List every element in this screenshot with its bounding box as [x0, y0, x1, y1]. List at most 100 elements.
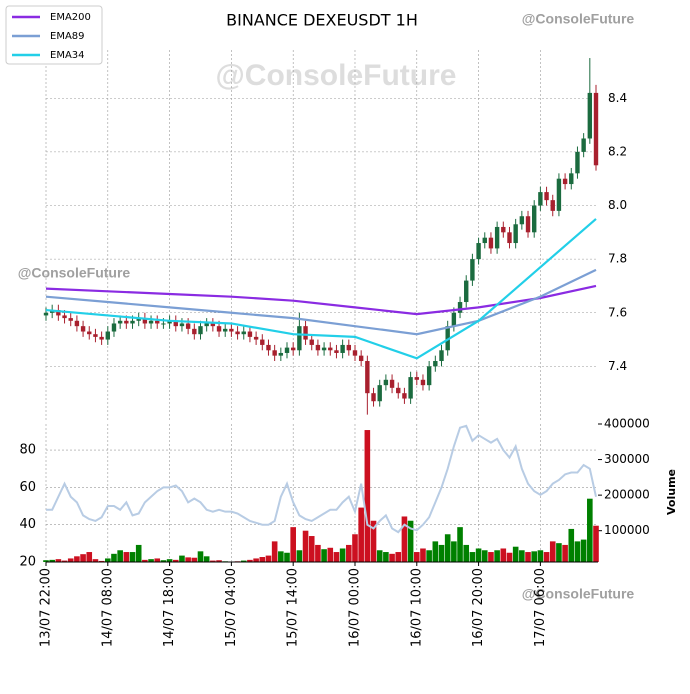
volume-bar: [426, 550, 432, 562]
candle-body: [347, 345, 351, 350]
candle-body: [544, 192, 548, 200]
y-tick-label: 7.6: [608, 305, 627, 319]
candle-body: [310, 340, 314, 345]
volume-bar: [525, 552, 531, 562]
watermark: @ConsoleFuture: [18, 265, 131, 281]
volume-bar: [259, 557, 265, 562]
candle-body: [551, 200, 555, 211]
candle-body: [248, 332, 252, 337]
candle-body: [81, 326, 85, 331]
candle-body: [260, 340, 264, 345]
volume-bar: [358, 508, 364, 562]
candle-body: [87, 332, 91, 335]
candle-body: [303, 326, 307, 339]
candle-body: [495, 227, 499, 248]
candle-body: [242, 332, 246, 335]
candle-body: [272, 350, 276, 355]
candle-body: [161, 323, 165, 324]
candle-body: [557, 179, 561, 211]
candle-body: [575, 152, 579, 173]
legend-label: EMA89: [50, 31, 85, 42]
volume-bar: [86, 552, 92, 562]
candle-body: [421, 380, 425, 385]
volume-bar: [575, 541, 581, 562]
volume-bar: [513, 547, 519, 562]
candle-body: [415, 377, 419, 380]
candle-body: [427, 366, 431, 385]
candle-body: [285, 348, 289, 353]
volume-bar: [501, 548, 507, 562]
y-tick-label: 7.8: [608, 252, 627, 266]
y-tick-label: 8.2: [608, 144, 627, 158]
candle-body: [192, 329, 196, 334]
candle-body: [291, 348, 295, 351]
volume-bar: [457, 527, 463, 562]
candle-body: [266, 345, 270, 350]
volume-bar: [266, 556, 272, 562]
volume-bar: [346, 545, 352, 562]
candle-body: [69, 318, 73, 321]
legend-label: EMA34: [50, 50, 85, 61]
watermark: @ConsoleFuture: [216, 59, 457, 92]
volume-bar: [519, 550, 525, 562]
candle-body: [588, 93, 592, 139]
candle-body: [384, 380, 388, 385]
candle-body: [353, 350, 357, 355]
candle-body: [180, 323, 184, 326]
volume-bar: [568, 529, 574, 562]
candle-body: [402, 393, 406, 398]
volume-bar: [531, 551, 537, 562]
candle-body: [204, 323, 208, 326]
candle-body: [254, 337, 258, 340]
candle-body: [235, 332, 239, 335]
y-tick-label: 8.4: [608, 91, 627, 105]
volume-bar: [303, 531, 309, 562]
volume-bar: [321, 549, 327, 562]
candle-body: [229, 329, 233, 332]
candle-body: [106, 332, 110, 340]
candle-body: [507, 232, 511, 243]
volume-bar: [562, 545, 568, 562]
candle-body: [526, 216, 530, 232]
volume-bar: [389, 554, 395, 562]
volume-bar: [136, 545, 142, 562]
volume-bar: [284, 553, 290, 562]
volume-bar: [439, 545, 445, 562]
candle-body: [316, 345, 320, 350]
volume-bar: [581, 540, 587, 562]
volume-bar: [179, 556, 185, 562]
volume-bar: [297, 550, 303, 562]
candle-body: [359, 356, 363, 361]
volume-bar: [550, 541, 556, 562]
candle-body: [532, 206, 536, 233]
candle-body: [365, 361, 369, 393]
candle-body: [130, 321, 134, 324]
candle-body: [149, 321, 153, 324]
candle-body: [569, 173, 573, 184]
candle-body: [279, 353, 283, 356]
candle-body: [433, 361, 437, 366]
volume-bar: [327, 548, 333, 562]
candle-body: [223, 329, 227, 332]
candle-body: [328, 348, 332, 351]
x-tick-label: 16/07 20:00: [471, 568, 486, 647]
candle-body: [371, 393, 375, 401]
candle-body: [297, 326, 301, 350]
y-tick-label: 7.4: [608, 359, 627, 373]
candle-body: [439, 350, 443, 361]
candle-body: [489, 238, 493, 249]
candle-body: [396, 388, 400, 393]
candle-body: [581, 138, 585, 151]
volume-bar: [253, 558, 259, 562]
y-tick-label: 80: [19, 443, 36, 458]
volume-bar: [111, 554, 117, 562]
candle-body: [408, 377, 412, 398]
y-tick-label: 60: [19, 480, 36, 495]
volume-bar: [80, 554, 86, 562]
volume-bar: [445, 534, 451, 562]
candle-body: [458, 302, 462, 313]
volume-bar: [476, 548, 482, 562]
candle-body: [476, 243, 480, 259]
volume-bar: [198, 551, 204, 562]
volume-bar: [290, 527, 296, 562]
